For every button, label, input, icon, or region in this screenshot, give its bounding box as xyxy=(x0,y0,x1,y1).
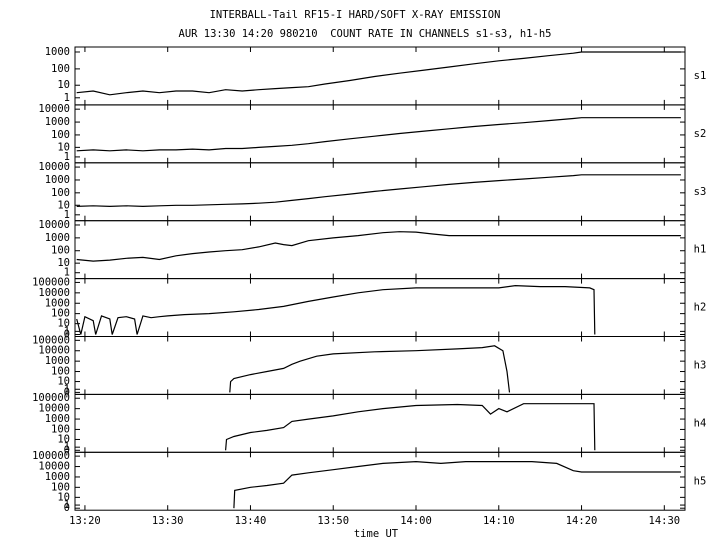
chart-title: INTERBALL-Tail RF15-I HARD/SOFT X-RAY EM… xyxy=(210,9,501,21)
x-axis-label: time UT xyxy=(354,528,399,540)
y-tick-label: 1000 xyxy=(45,355,70,367)
x-tick-label: 14:20 xyxy=(566,515,598,527)
y-tick-label: 1000 xyxy=(45,297,70,309)
panel-frame xyxy=(74,220,686,280)
y-tick-label: 10 xyxy=(57,433,70,445)
y-tick-label: 1 xyxy=(64,383,70,395)
y-tick-label: 10000 xyxy=(38,103,70,115)
data-line xyxy=(76,284,596,335)
y-tick-label: 1 xyxy=(64,267,70,279)
y-tick-label: 10000 xyxy=(38,345,70,357)
y-tick-label: 100000 xyxy=(32,276,70,288)
x-tick-label: 13:50 xyxy=(317,515,349,527)
series-label: h2 xyxy=(694,302,707,314)
x-tick-label: 13:30 xyxy=(152,515,184,527)
y-tick-label: 100 xyxy=(51,481,70,493)
y-tick-label: 100000 xyxy=(32,392,70,404)
y-tick-label: 1 xyxy=(64,441,70,453)
y-tick-label: 1000 xyxy=(45,46,70,58)
y-tick-label: 10 xyxy=(57,491,70,503)
y-tick-label: 10 xyxy=(57,79,70,91)
y-tick-label: 10000 xyxy=(38,461,70,473)
series-label: s3 xyxy=(694,186,707,198)
y-tick-label: 100 xyxy=(51,366,70,378)
x-tick-label: 14:00 xyxy=(400,515,432,527)
y-tick-label: 10000 xyxy=(38,161,70,173)
data-line xyxy=(225,403,596,451)
y-tick-label: 100000 xyxy=(32,450,70,462)
series-label: h4 xyxy=(694,417,707,429)
y-tick-label: 10 xyxy=(57,199,70,211)
y-tick-label: 100 xyxy=(51,63,70,75)
data-line xyxy=(233,460,681,509)
data-line xyxy=(76,231,681,262)
series-label: h3 xyxy=(694,359,707,371)
y-tick-label: 0 xyxy=(64,502,70,514)
panel-frame xyxy=(74,336,686,395)
panel-frame xyxy=(74,162,686,222)
y-tick-label: 10 xyxy=(57,141,70,153)
panel-frame xyxy=(74,451,686,511)
y-tick-label: 10000 xyxy=(38,219,70,231)
x-tick-label: 13:20 xyxy=(69,515,101,527)
series-label: h5 xyxy=(694,475,707,487)
y-tick-label: 1 xyxy=(64,325,70,337)
series-label: h1 xyxy=(694,244,707,256)
x-tick-label: 13:40 xyxy=(235,515,267,527)
y-tick-label: 100 xyxy=(51,423,70,435)
data-line xyxy=(76,174,681,208)
data-line xyxy=(76,51,681,96)
y-tick-label: 1 xyxy=(64,209,70,221)
y-tick-label: 1000 xyxy=(45,116,70,128)
panel-frame xyxy=(74,393,686,453)
y-tick-label: 100 xyxy=(51,245,70,257)
x-tick-label: 14:30 xyxy=(649,515,681,527)
y-tick-label: 100000 xyxy=(32,334,70,346)
y-tick-label: 0 xyxy=(64,329,70,341)
y-tick-label: 10000 xyxy=(38,287,70,299)
y-tick-label: 10 xyxy=(57,257,70,269)
y-tick-label: 10000 xyxy=(38,403,70,415)
y-tick-label: 0 xyxy=(64,386,70,398)
panel-frame xyxy=(74,278,686,338)
y-tick-label: 1000 xyxy=(45,471,70,483)
y-tick-label: 1 xyxy=(64,92,70,104)
y-tick-label: 100 xyxy=(51,187,70,199)
y-tick-label: 10 xyxy=(57,318,70,330)
y-tick-label: 1000 xyxy=(45,174,70,186)
y-tick-label: 100 xyxy=(51,308,70,320)
y-tick-label: 0 xyxy=(64,444,70,456)
chart-subtitle: AUR 13:30 14:20 980210 COUNT RATE IN CHA… xyxy=(179,28,552,40)
y-tick-label: 1 xyxy=(64,151,70,163)
series-label: s2 xyxy=(694,128,707,140)
y-tick-label: 100 xyxy=(51,129,70,141)
series-label: s1 xyxy=(694,70,707,82)
y-tick-label: 10 xyxy=(57,376,70,388)
data-line xyxy=(76,117,681,152)
y-tick-label: 1000 xyxy=(45,232,70,244)
y-tick-label: 1 xyxy=(64,499,70,511)
data-line xyxy=(229,345,511,393)
y-tick-label: 1000 xyxy=(45,413,70,425)
x-tick-label: 14:10 xyxy=(483,515,515,527)
panel-frame xyxy=(74,104,686,164)
